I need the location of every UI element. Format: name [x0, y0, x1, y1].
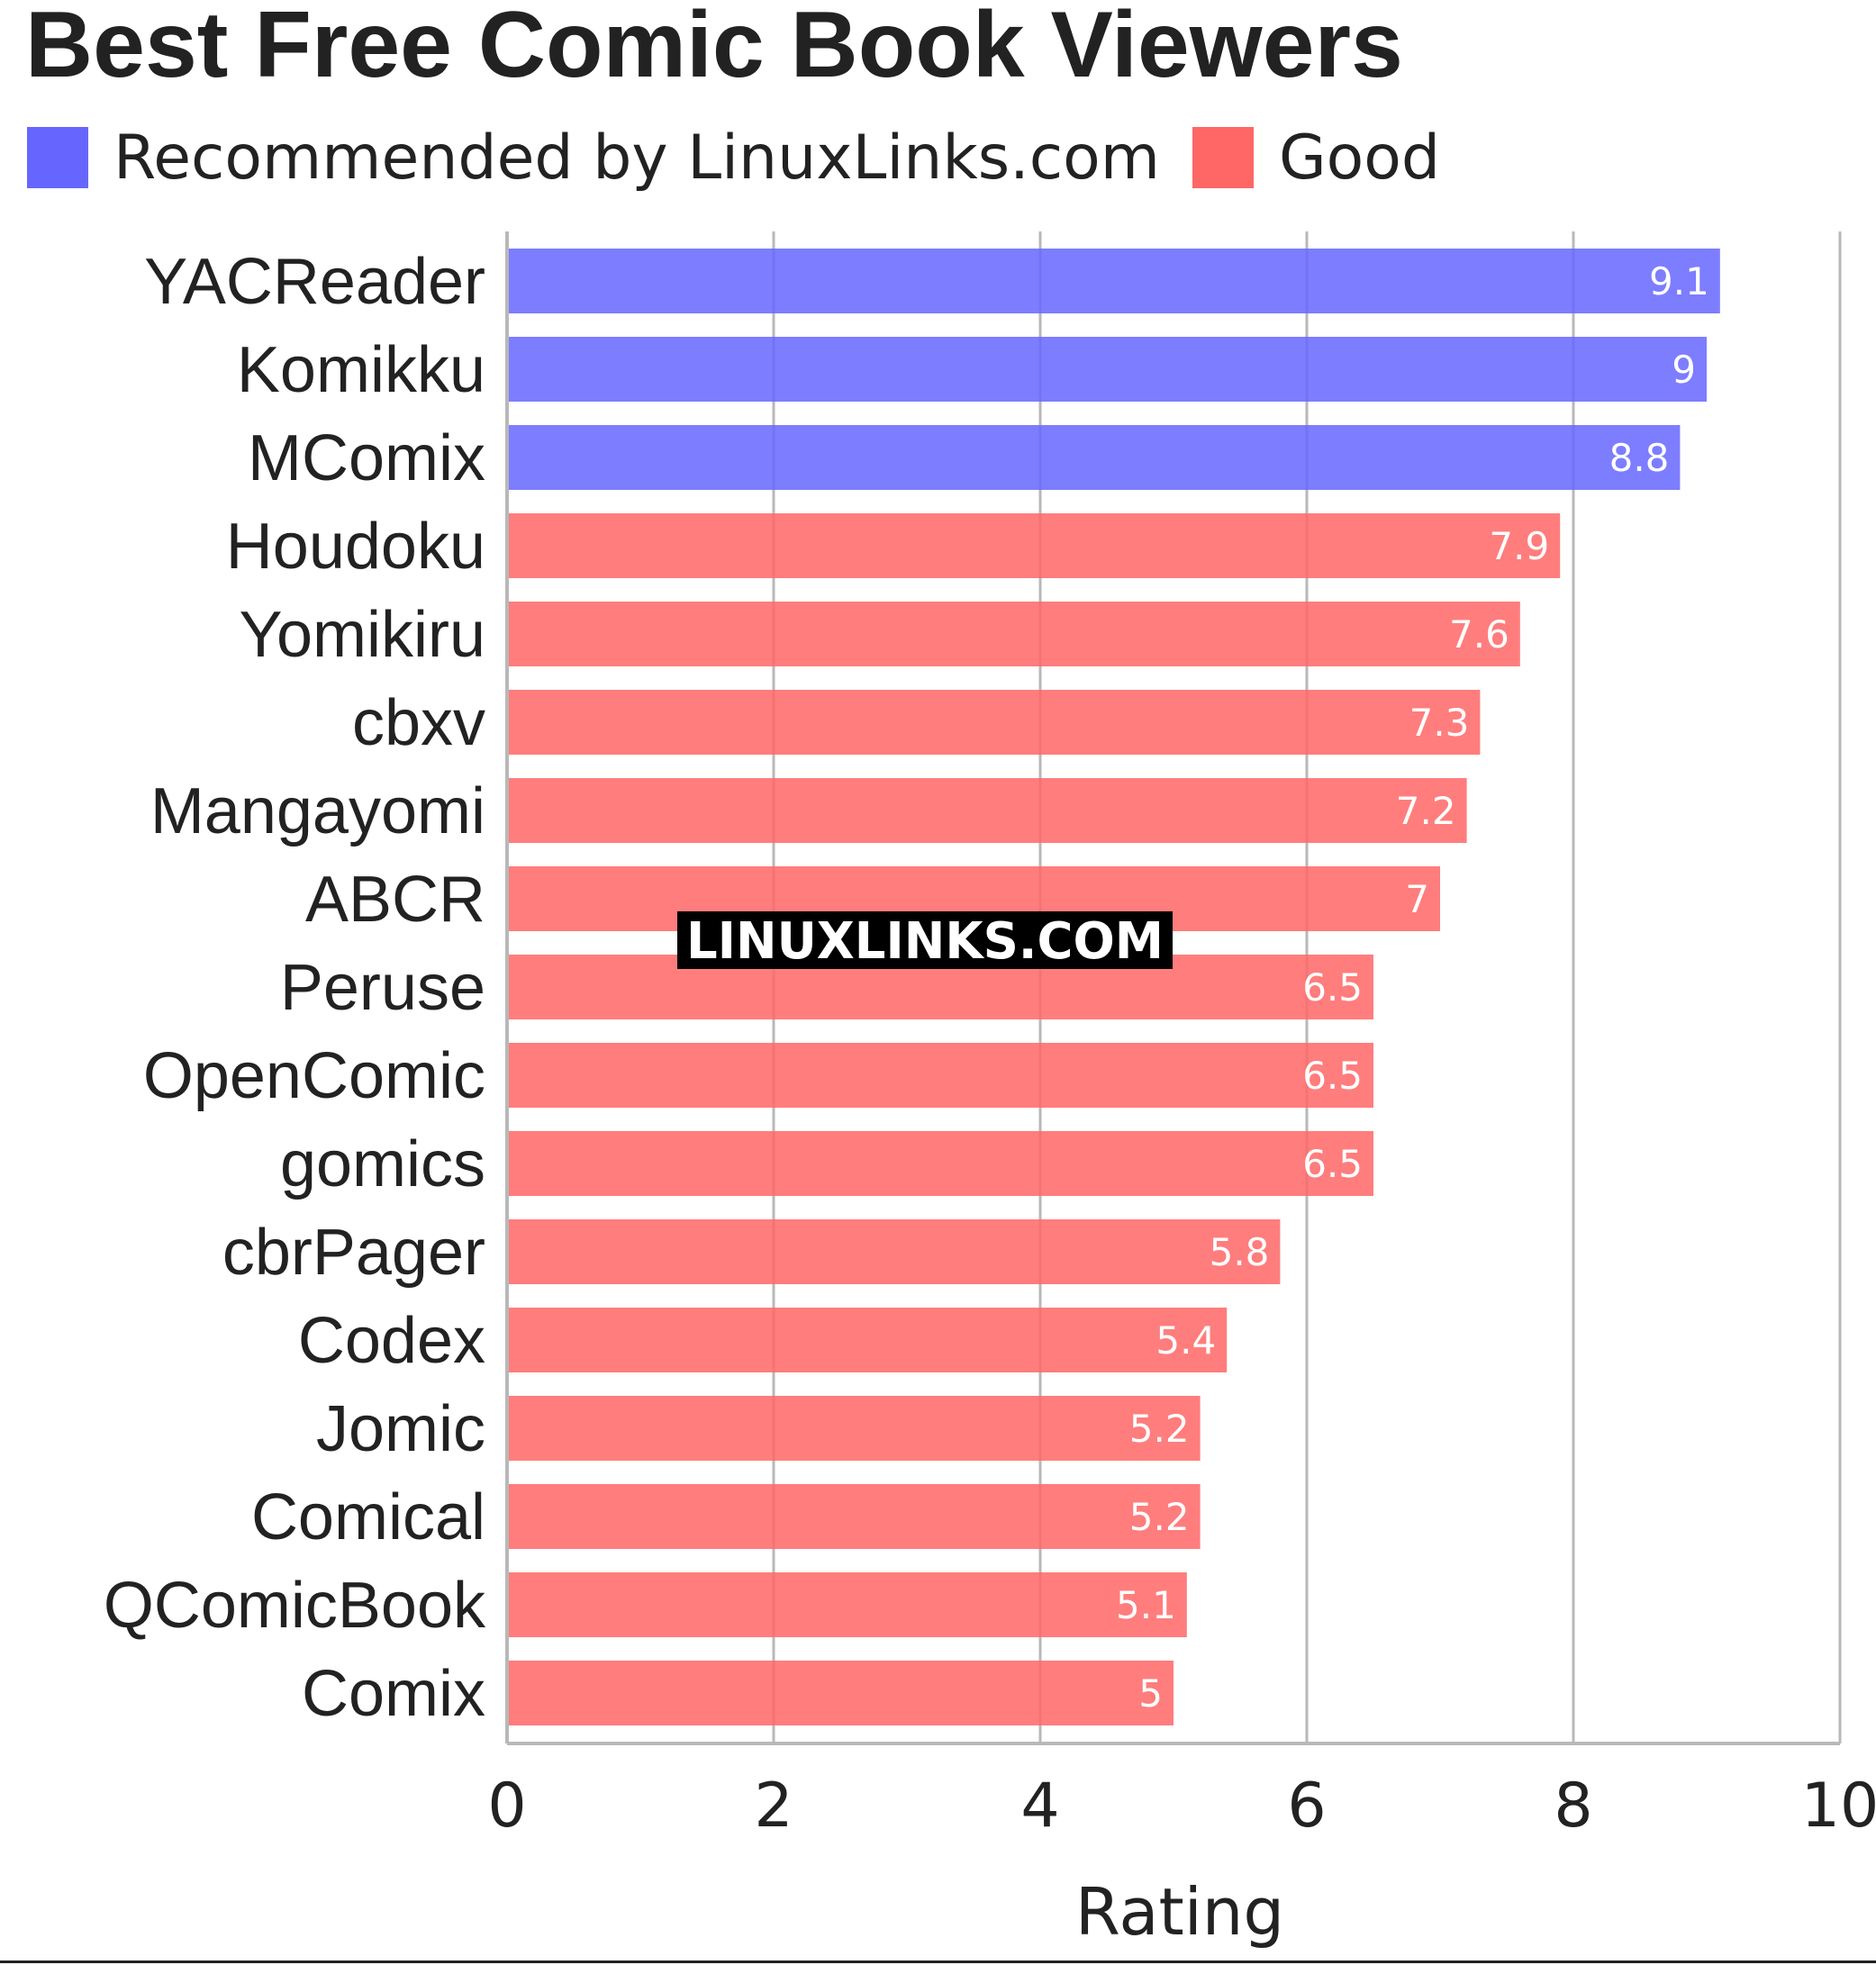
legend-label-good: Good — [1278, 122, 1441, 194]
bar-Houdoku — [507, 513, 1561, 578]
legend-label-recommended: Recommended by LinuxLinks.com — [113, 122, 1160, 194]
x-tick-label-8: 8 — [1554, 1770, 1592, 1842]
watermark: LINUXLINKS.COM — [677, 911, 1173, 971]
legend-item-recommended: Recommended by LinuxLinks.com — [27, 122, 1160, 194]
bar-YACReader — [507, 249, 1720, 313]
category-label-YACReader: YACReader — [144, 246, 485, 318]
x-tick-label-10: 10 — [1801, 1770, 1876, 1842]
watermark-box — [677, 911, 1173, 969]
labels: 9.1 YACReader 9 Komikku 8.8 MComix 7.9 Houdoku 7… — [104, 246, 1876, 1950]
legend-swatch-recommended — [27, 127, 88, 188]
bar-Codex — [507, 1308, 1228, 1372]
x-tick-label-0: 0 — [487, 1770, 526, 1842]
value-label-cbxv: 7.3 — [1409, 701, 1470, 745]
value-label-Mangayomi: 7.2 — [1396, 789, 1456, 833]
value-label-Yomikiru: 7.6 — [1449, 612, 1509, 657]
value-label-Peruse: 6.5 — [1302, 965, 1363, 1010]
value-label-gomics: 6.5 — [1302, 1142, 1363, 1186]
bar-cbrPager — [507, 1219, 1281, 1284]
chart-title: Best Free Comic Book Viewers — [25, 0, 1403, 97]
value-label-ABCR: 7 — [1405, 877, 1429, 921]
value-label-YACReader: 9.1 — [1649, 259, 1709, 303]
bar-Komikku — [507, 337, 1707, 402]
category-label-Peruse: Peruse — [280, 952, 485, 1024]
category-label-Comical: Comical — [251, 1481, 485, 1553]
x-tick-label-6: 6 — [1287, 1770, 1326, 1842]
category-label-cbxv: cbxv — [352, 687, 485, 759]
bar-Comical — [507, 1484, 1201, 1549]
category-label-Houdoku: Houdoku — [226, 511, 485, 583]
bar-Comix — [507, 1661, 1174, 1725]
category-label-MComix: MComix — [248, 422, 485, 494]
value-label-Houdoku: 7.9 — [1489, 524, 1549, 568]
bar-cbxv — [507, 690, 1481, 755]
value-label-QComicBook: 5.1 — [1116, 1583, 1176, 1627]
category-label-Comix: Comix — [302, 1658, 485, 1730]
bar-Yomikiru — [507, 602, 1520, 666]
category-label-Komikku: Komikku — [237, 334, 485, 406]
legend-item-good: Good — [1192, 122, 1440, 194]
bar-Jomic — [507, 1396, 1201, 1461]
category-label-QComicBook: QComicBook — [104, 1570, 486, 1642]
axes — [505, 231, 1840, 1745]
bar-OpenComic — [507, 1043, 1373, 1108]
bar-gomics — [507, 1131, 1373, 1196]
category-label-Yomikiru: Yomikiru — [240, 599, 485, 671]
value-label-Comix: 5 — [1138, 1671, 1163, 1716]
bar-Mangayomi — [507, 778, 1467, 843]
category-label-Jomic: Jomic — [316, 1393, 485, 1465]
category-label-Codex: Codex — [298, 1305, 485, 1377]
category-label-cbrPager: cbrPager — [222, 1217, 485, 1289]
category-label-ABCR: ABCR — [305, 864, 485, 936]
category-label-gomics: gomics — [280, 1128, 485, 1200]
category-label-Mangayomi: Mangayomi — [150, 775, 485, 847]
bottom-rule — [0, 1960, 1876, 1963]
bars — [507, 249, 1720, 1725]
bar-QComicBook — [507, 1572, 1187, 1637]
legend: Recommended by LinuxLinks.com Good — [27, 117, 1473, 198]
x-tick-label-4: 4 — [1020, 1770, 1059, 1842]
bar-MComix — [507, 425, 1681, 490]
value-label-OpenComic: 6.5 — [1302, 1054, 1363, 1098]
watermark-text: LINUXLINKS.COM — [686, 912, 1164, 971]
value-label-Komikku: 9 — [1672, 348, 1696, 392]
x-axis-title: Rating — [1075, 1874, 1284, 1950]
value-label-MComix: 8.8 — [1609, 436, 1670, 480]
value-label-Jomic: 5.2 — [1129, 1407, 1190, 1451]
x-tick-label-2: 2 — [754, 1770, 793, 1842]
value-label-Codex: 5.4 — [1156, 1318, 1216, 1363]
value-label-cbrPager: 5.8 — [1210, 1230, 1270, 1274]
value-label-Comical: 5.2 — [1129, 1495, 1190, 1539]
legend-swatch-good — [1192, 127, 1254, 188]
category-label-OpenComic: OpenComic — [143, 1040, 485, 1112]
